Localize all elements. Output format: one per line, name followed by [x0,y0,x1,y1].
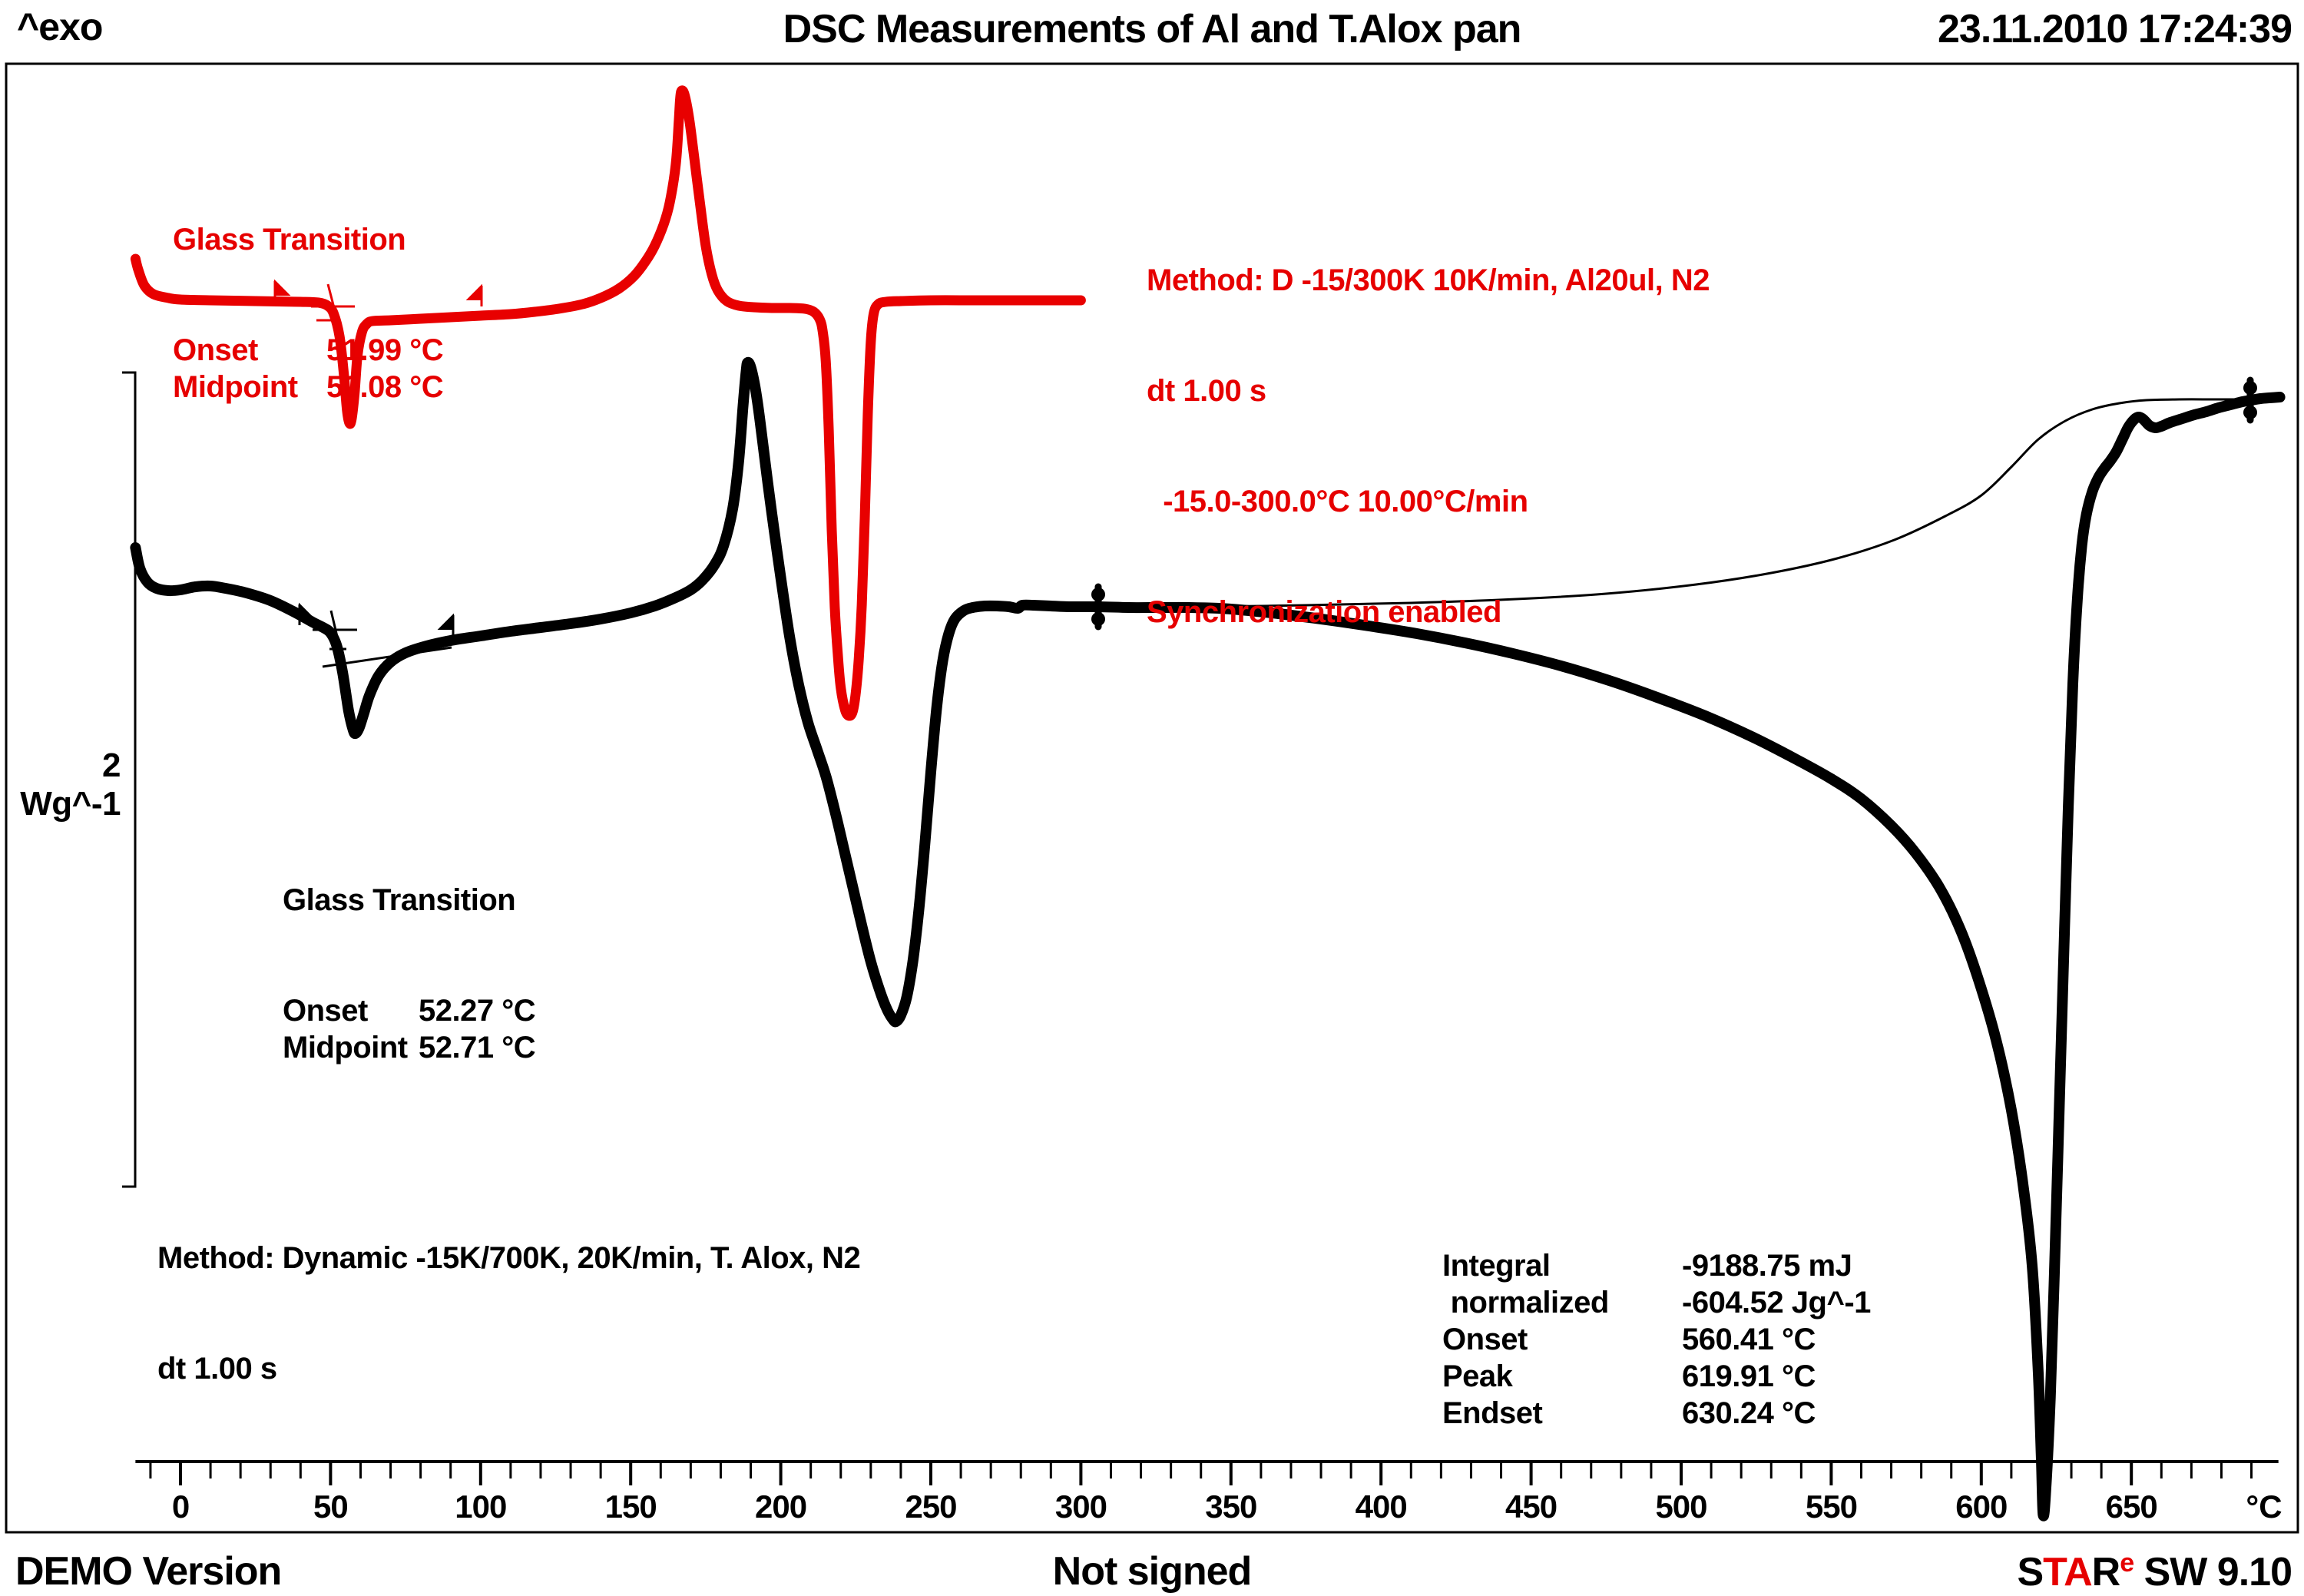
x-axis-tick-label: 0 [172,1488,189,1525]
y-scale-value: 2 [102,747,121,784]
red-dsc-curve[interactable] [130,85,1086,721]
result-label: Onset [283,994,368,1028]
result-label: Integral [1442,1249,1551,1283]
result-row: Endset 630.24 °C [1442,1395,1871,1432]
x-axis-tick-label: 450 [1505,1488,1557,1525]
method-line: Method: D -15/300K 10K/min, Al20ul, N2 [1147,263,1710,297]
result-value: 630.24 °C [1682,1396,1816,1430]
x-axis-tick-label: 300 [1055,1488,1107,1525]
x-axis-tick-label: 550 [1806,1488,1857,1525]
result-rows: Onset 52.27 °C Midpoint 52.71 °C [283,992,536,1066]
result-label: Midpoint [283,1031,408,1065]
result-row: Onset 52.27 °C [283,992,536,1029]
measurement-datetime: 23.11.2010 17:24:39 [1938,7,2292,51]
red-method-info: Method: D -15/300K 10K/min, Al20ul, N2 d… [1147,188,1710,704]
method-line: dt 1.00 s [1147,374,1266,408]
result-row: Midpoint 52.71 °C [283,1029,536,1066]
software-brand: STARe SW 9.10 [2017,1548,2292,1595]
brand-superscript-e: e [2120,1548,2134,1578]
eval-range-flag-marker [437,613,454,630]
result-value: 619.91 °C [1682,1359,1816,1393]
method-line: -15.0-300.0°C 10.00°C/min [1147,485,1528,518]
x-axis-tick-label: 250 [905,1488,956,1525]
result-rows: Onset 51.99 °C Midpoint 50.08 °C [173,332,444,406]
result-value: -9188.75 mJ [1682,1249,1852,1283]
exo-direction-label: ^exo [17,5,103,48]
result-row: Onset 51.99 °C [173,332,444,369]
method-line: dt 1.00 s [157,1352,277,1386]
y-scale-unit: Wg^-1 [20,785,121,823]
x-axis-tick-label: 400 [1356,1488,1407,1525]
result-label: normalized [1442,1286,1610,1320]
brand-part: SW 9.10 [2134,1550,2292,1594]
integration-limit-marker-bulb [1091,588,1105,601]
x-axis-tick-label: 350 [1205,1488,1256,1525]
result-value: 560.41 °C [1682,1323,1816,1356]
page-title: DSC Measurements of Al and T.Alox pan [783,7,1522,51]
x-axis-tick-label: 650 [2106,1488,2157,1525]
result-row: Integral -9188.75 mJ [1442,1247,1871,1284]
black-dsc-curve[interactable] [130,356,2286,1521]
result-label: Onset [173,333,258,367]
result-value: 50.08 °C [326,370,444,404]
brand-part: TA [2043,1550,2092,1594]
result-row: Onset 560.41 °C [1442,1321,1871,1358]
brand-part: S [2017,1550,2044,1594]
y-scale-bar-label: 2 Wg^-1 [0,747,121,823]
result-label: Endset [1442,1396,1543,1430]
x-axis-tick-label: 100 [455,1488,506,1525]
red-glass-transition-result: Glass Transition Onset 51.99 °C Midpoint 50… [173,147,444,479]
result-label: Midpoint [173,370,298,404]
integration-limit-marker-bulb [2243,381,2257,395]
x-axis-tick-label: 150 [605,1488,657,1525]
y-scale-bracket [122,371,137,1188]
x-axis-unit-label: °C [2246,1488,2282,1525]
black-method-info: Method: Dynamic -15K/700K, 20K/min, T. A… [157,1166,861,1461]
eval-range-flag-marker [465,283,482,300]
demo-version-label: DEMO Version [15,1549,282,1594]
method-line: Method: Dynamic -15K/700K, 20K/min, T. A… [157,1241,861,1275]
result-title: Glass Transition [173,223,406,257]
x-axis-tick-label: 600 [1955,1488,2007,1525]
integral-result: Integral -9188.75 mJ normalized -604.52 Jg… [1442,1174,1871,1505]
black-glass-transition-result: Glass Transition Onset 52.27 °C Midpoint 52… [283,808,536,1140]
result-title: Glass Transition [283,883,516,917]
result-label: Onset [1442,1323,1528,1356]
result-value: 51.99 °C [326,333,444,367]
brand-part: R [2091,1550,2121,1594]
signature-status: Not signed [1052,1549,1253,1594]
integration-limit-marker-bulb [1091,612,1105,626]
x-axis-tick-label: 500 [1655,1488,1706,1525]
result-row: Peak 619.91 °C [1442,1358,1871,1395]
integration-limit-marker-bulb [2243,406,2257,419]
x-axis-tick-label: 50 [313,1488,348,1525]
method-line: Synchronization enabled [1147,595,1501,629]
eval-range-flag-marker [299,602,316,619]
result-label: Peak [1442,1359,1513,1393]
result-rows: Integral -9188.75 mJ normalized -604.52 Jg… [1442,1247,1871,1432]
x-axis-tick-label: 200 [755,1488,806,1525]
result-value: 52.71 °C [419,1031,536,1065]
plot-border [5,62,2299,1534]
result-value: -604.52 Jg^-1 [1682,1286,1871,1320]
result-row: normalized -604.52 Jg^-1 [1442,1284,1872,1321]
result-row: Midpoint 50.08 °C [173,369,444,406]
integration-baseline-curve[interactable] [1097,398,2253,608]
result-value: 52.27 °C [419,994,536,1028]
